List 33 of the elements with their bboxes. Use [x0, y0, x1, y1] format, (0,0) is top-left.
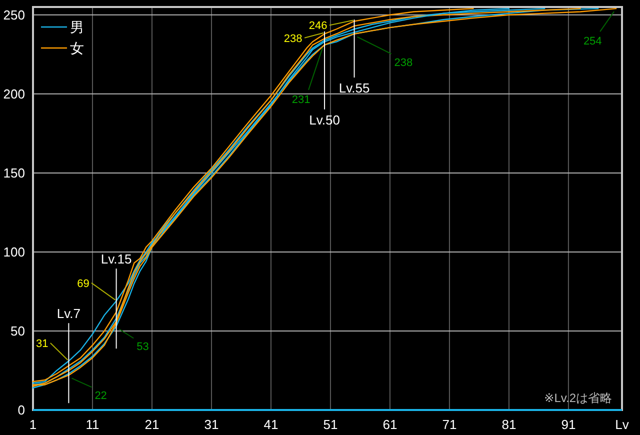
- ref-line-label: Lv.50: [309, 112, 340, 128]
- annotation: 22: [94, 390, 107, 402]
- annotation: 231: [292, 94, 310, 106]
- x-axis-title: Lv: [615, 417, 630, 432]
- x-tick-label: 91: [561, 417, 576, 432]
- ref-line-label: Lv.15: [100, 252, 132, 267]
- x-tick-label: 31: [204, 417, 219, 432]
- annotation: 69: [77, 278, 90, 290]
- legend-label: 女: [70, 40, 84, 56]
- annotation: 238: [394, 56, 413, 69]
- y-tick-label: 250: [3, 7, 25, 22]
- annotation: ※Lv.2は省略: [544, 391, 612, 405]
- y-tick-label: 100: [3, 244, 25, 260]
- ref-line-label: Lv.7: [56, 306, 80, 322]
- y-tick-label: 150: [3, 165, 25, 180]
- y-tick-label: 50: [10, 324, 25, 339]
- annotation: 53: [136, 341, 149, 354]
- y-tick-label: 200: [3, 86, 25, 102]
- x-tick-label: 11: [86, 417, 100, 432]
- x-tick-label: 1: [29, 417, 37, 432]
- legend-label: 男: [70, 19, 84, 35]
- x-tick-label: 61: [382, 417, 398, 432]
- y-tick-label: 0: [18, 402, 25, 418]
- x-tick-label: 71: [442, 417, 457, 432]
- annotation: 31: [36, 338, 48, 350]
- x-tick-label: 81: [502, 417, 516, 432]
- ref-line-label: Lv.55: [338, 80, 370, 96]
- x-tick-label: 21: [144, 417, 160, 432]
- annotation: 238: [284, 32, 302, 45]
- annotation: 246: [308, 20, 328, 32]
- x-tick-label: 41: [264, 417, 278, 432]
- x-tick-label: 51: [323, 417, 338, 432]
- annotation: 254: [583, 36, 602, 48]
